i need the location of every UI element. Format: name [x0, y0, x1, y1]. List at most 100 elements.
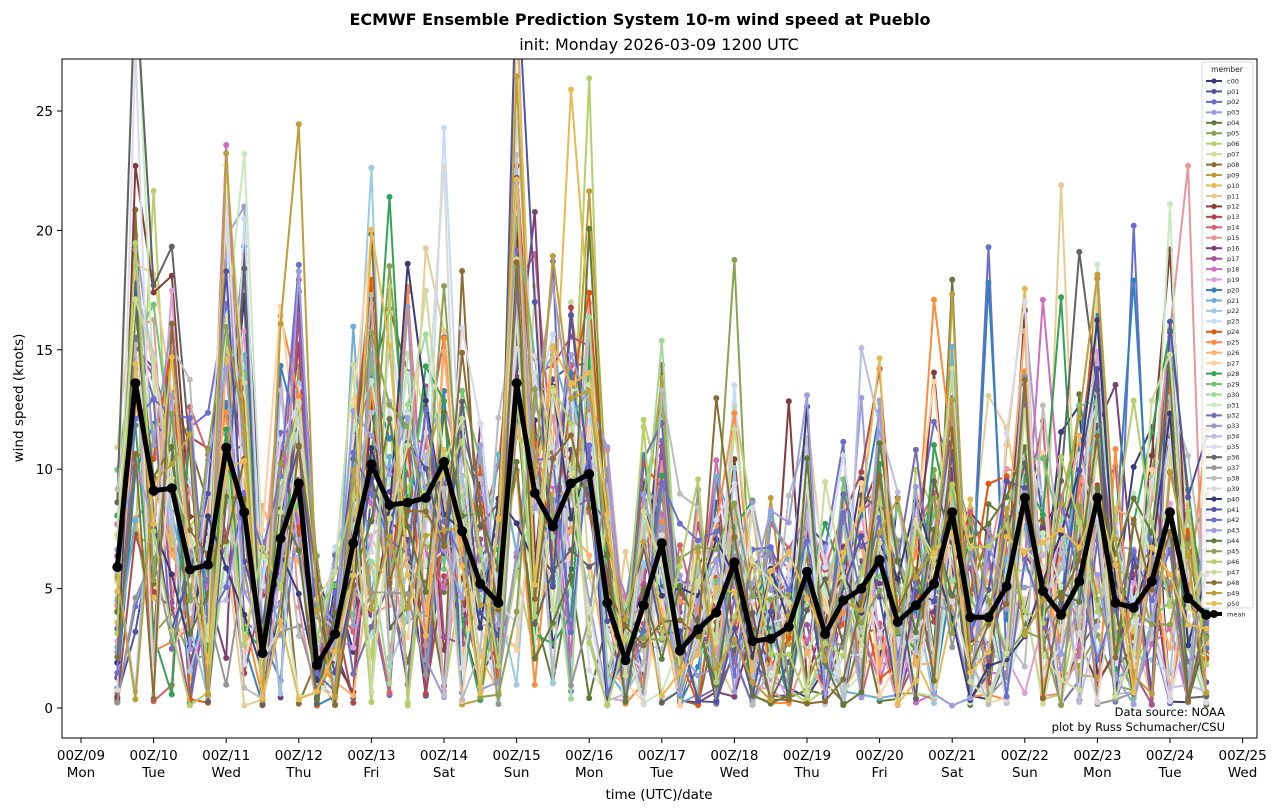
- member-point: [931, 442, 937, 448]
- x-tick-label-time: 00Z/16: [565, 748, 613, 764]
- mean-point: [348, 538, 359, 549]
- member-point: [368, 623, 375, 630]
- member-point: [949, 630, 956, 637]
- member-point: [441, 527, 447, 534]
- member-point: [168, 243, 175, 250]
- member-point: [205, 446, 211, 453]
- plot-area: [112, 59, 1212, 709]
- member-point: [313, 607, 320, 614]
- member-point: [985, 244, 992, 251]
- member-point: [259, 583, 266, 590]
- legend-entry-p48: p48: [1206, 579, 1239, 587]
- member-point: [404, 370, 411, 377]
- member-point: [949, 276, 956, 283]
- member-point: [168, 287, 175, 294]
- legend-marker-swatch: [1211, 182, 1217, 189]
- member-point: [241, 611, 248, 618]
- member-point: [168, 627, 175, 634]
- member-point: [695, 476, 702, 483]
- member-point: [804, 637, 810, 644]
- legend-entry-p41: p41: [1206, 506, 1239, 514]
- member-point: [912, 446, 919, 453]
- member-point: [1076, 598, 1083, 605]
- member-point: [568, 515, 574, 522]
- member-point: [586, 573, 593, 580]
- member-point: [1185, 553, 1192, 560]
- legend-entry-p07: p07: [1206, 150, 1239, 158]
- member-point: [1076, 519, 1083, 526]
- member-point: [441, 398, 447, 404]
- member-point: [1058, 595, 1065, 602]
- member-point: [1039, 296, 1046, 303]
- member-point: [912, 483, 919, 490]
- member-point: [731, 256, 738, 263]
- member-point: [785, 492, 792, 499]
- member-point: [1058, 665, 1065, 672]
- legend-entry-p05: p05: [1206, 130, 1239, 138]
- member-point: [531, 386, 538, 393]
- x-tick-label-time: 00Z/25: [1219, 748, 1267, 764]
- member-point: [277, 460, 284, 467]
- member-point: [295, 442, 302, 449]
- member-point: [876, 355, 883, 362]
- legend-entry-p16: p16: [1206, 245, 1239, 253]
- member-point: [949, 644, 956, 651]
- legend-label: p14: [1227, 224, 1239, 232]
- member-point: [150, 354, 157, 361]
- member-point: [477, 523, 484, 530]
- data-source-annotation: Data source: NOAA: [1115, 705, 1225, 719]
- member-point: [586, 505, 593, 511]
- member-point: [658, 523, 665, 530]
- legend-label: p04: [1227, 119, 1239, 127]
- member-point: [168, 410, 175, 417]
- member-point: [531, 369, 538, 376]
- member-point: [477, 504, 484, 511]
- legend-label: p10: [1227, 182, 1239, 190]
- legend-label: p39: [1227, 485, 1239, 493]
- member-point: [695, 651, 702, 658]
- mean-point: [965, 612, 976, 623]
- member-point: [640, 508, 647, 515]
- mean-point: [221, 442, 232, 453]
- member-point: [422, 671, 429, 678]
- member-point: [1148, 701, 1155, 708]
- member-point: [1003, 693, 1010, 700]
- member-point: [931, 495, 937, 502]
- member-point: [568, 86, 574, 93]
- member-point: [277, 690, 284, 697]
- member-point: [1039, 524, 1046, 531]
- member-point: [441, 124, 447, 131]
- mean-point: [820, 629, 831, 639]
- member-point: [114, 588, 121, 595]
- member-point: [731, 500, 738, 507]
- member-point: [858, 480, 865, 486]
- x-tick-label-time: 00Z/23: [1073, 748, 1121, 764]
- member-point: [840, 653, 847, 660]
- member-point: [386, 401, 393, 408]
- legend-marker-swatch: [1211, 224, 1217, 230]
- member-point: [459, 563, 466, 570]
- member-point: [1167, 318, 1173, 325]
- member-point: [876, 497, 883, 503]
- member-point: [640, 701, 647, 708]
- member-point: [804, 455, 810, 462]
- member-point: [295, 547, 302, 554]
- member-point: [295, 696, 302, 703]
- legend-entry-p27: p27: [1206, 359, 1239, 367]
- member-point: [586, 314, 593, 321]
- mean-point: [584, 469, 595, 479]
- legend-marker-swatch: [1211, 297, 1217, 304]
- legend-label: p29: [1227, 380, 1239, 388]
- legend-marker-swatch: [1211, 600, 1217, 607]
- member-point: [858, 651, 865, 658]
- legend-marker-swatch: [1211, 444, 1217, 450]
- member-point: [568, 420, 574, 427]
- member-point: [804, 392, 810, 399]
- legend-label: p18: [1227, 265, 1239, 273]
- member-point: [513, 549, 520, 556]
- member-point: [1021, 444, 1028, 451]
- legend-entry-p09: p09: [1206, 171, 1239, 179]
- member-point: [586, 695, 593, 702]
- member-point: [912, 633, 919, 640]
- member-point: [785, 549, 792, 556]
